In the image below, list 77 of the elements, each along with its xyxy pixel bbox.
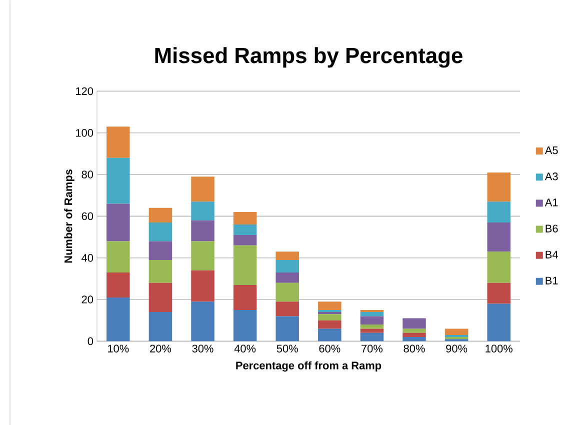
bar [148,222,172,241]
bar [233,310,257,342]
bar [402,318,426,329]
x-tick-label: 100% [486,344,512,352]
x-tick-label: 40% [234,344,256,352]
bar [318,328,342,342]
bar [106,158,130,204]
x-tick-label: 90% [446,344,468,352]
legend-label: B4 [546,250,558,258]
bar [191,270,214,302]
bar [360,316,384,324]
bar [191,201,214,220]
bar [148,208,172,222]
y-tick-label: 100 [76,128,94,137]
y-axis-title: Number of Ramps [64,169,74,262]
bar [148,282,172,312]
bar [444,338,468,342]
bar [148,260,172,283]
legend-label: A1 [544,198,558,206]
bar [276,282,299,302]
bar [106,241,130,272]
legend-label: A5 [544,146,558,154]
bar [148,241,172,260]
x-tick-label: 20% [150,344,172,352]
bar [487,172,510,202]
bar [487,304,510,342]
y-tick-label: 80 [82,170,94,178]
bar [402,336,426,342]
bar [360,332,384,342]
legend-label: B6 [546,224,558,232]
x-tick-label: 80% [404,344,425,352]
bar [106,204,130,241]
bar [276,272,299,283]
x-tick-label: 50% [276,344,298,352]
bar [318,301,342,310]
bar [191,301,214,342]
bar [487,201,510,222]
bar [487,282,510,304]
y-tick-label: 20 [82,295,94,304]
bar [233,284,257,310]
bar [233,234,257,246]
y-tick-label: 120 [76,87,94,95]
bar [402,332,426,337]
legend-label: B1 [546,276,558,284]
chart-title: Missed Ramps by Percentage [155,46,462,68]
bar [148,312,172,342]
x-tick-label: 60% [319,344,340,352]
bar [276,316,299,342]
bar [106,272,130,298]
y-tick-label: 40 [82,254,94,262]
x-tick-label: 30% [192,344,214,352]
y-tick-label: 0 [88,337,94,345]
bar [276,301,299,316]
bar [233,245,257,285]
bar [106,297,130,342]
bar [233,212,257,224]
bar [318,314,342,320]
x-tick-label: 10% [108,344,129,352]
bar [487,251,510,283]
legend-label: A3 [544,172,558,180]
bar [318,320,342,329]
bar [191,220,214,241]
bar [360,328,384,333]
bar [360,312,384,316]
bar [276,260,299,272]
bar [191,176,214,202]
x-axis-title: Percentage off from a Ramp [236,361,382,372]
bar [487,222,510,252]
bar [402,328,426,333]
bar [191,241,214,270]
bar [106,126,130,158]
bar [233,224,257,235]
bar [444,328,468,335]
y-tick-label: 60 [82,212,94,220]
x-tick-label: 70% [362,344,383,352]
bar [276,251,299,260]
bar [360,324,384,329]
